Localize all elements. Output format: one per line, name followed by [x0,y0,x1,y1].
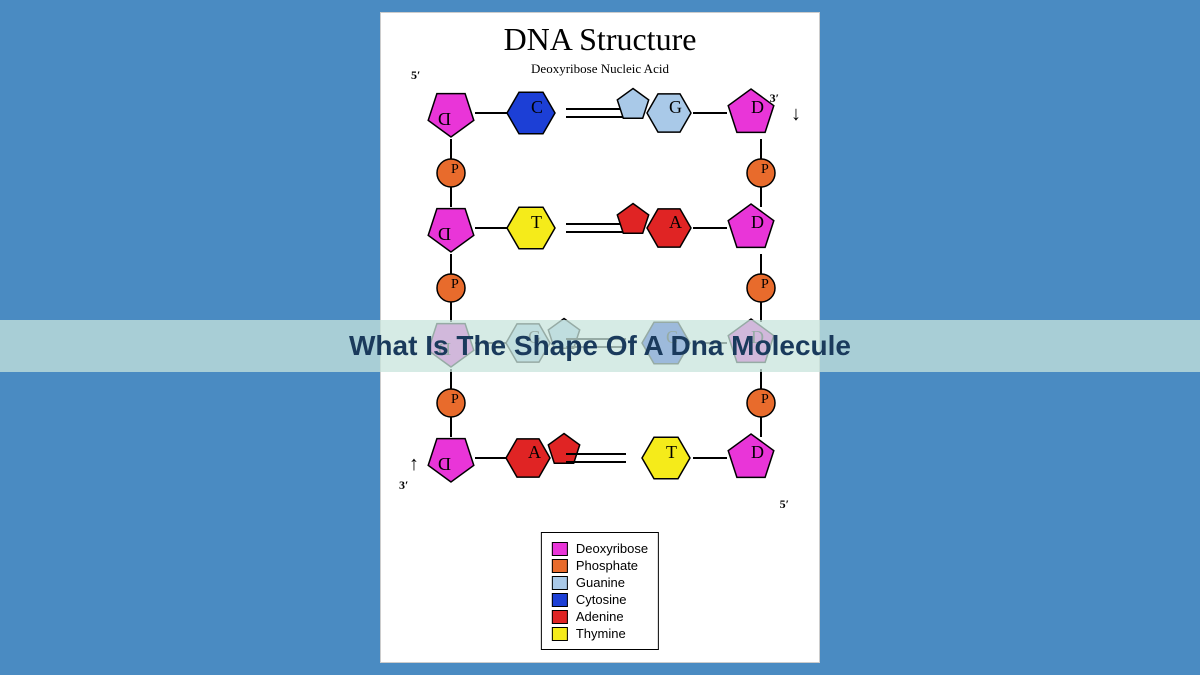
svg-text:P: P [451,277,459,292]
legend-label: Thymine [576,626,626,641]
svg-text:A: A [669,212,682,232]
svg-text:P: P [451,162,459,177]
legend-swatch-deoxyribose [552,542,568,556]
svg-text:T: T [666,442,677,462]
svg-text:D: D [751,97,764,117]
svg-text:D: D [438,224,451,244]
legend-swatch-phosphate [552,559,568,573]
svg-text:T: T [531,212,542,232]
svg-text:A: A [528,442,541,462]
legend-label: Guanine [576,575,625,590]
legend-row-cytosine: Cytosine [552,592,648,607]
legend-swatch-cytosine [552,593,568,607]
overlay-title-text: What Is The Shape Of A Dna Molecule [349,330,851,362]
legend-box: Deoxyribose Phosphate Guanine Cytosine A… [541,532,659,650]
svg-text:G: G [669,97,682,117]
legend-row-phosphate: Phosphate [552,558,648,573]
legend-label: Phosphate [576,558,638,573]
legend-row-guanine: Guanine [552,575,648,590]
legend-label: Cytosine [576,592,627,607]
overlay-band: What Is The Shape Of A Dna Molecule [0,320,1200,372]
legend-row-deoxyribose: Deoxyribose [552,541,648,556]
svg-text:D: D [438,109,451,129]
legend-label: Deoxyribose [576,541,648,556]
svg-text:C: C [531,97,543,117]
legend-row-adenine: Adenine [552,609,648,624]
svg-text:P: P [761,392,769,407]
svg-text:D: D [751,212,764,232]
svg-text:P: P [451,392,459,407]
legend-row-thymine: Thymine [552,626,648,641]
legend-label: Adenine [576,609,624,624]
svg-text:D: D [438,454,451,474]
legend-swatch-adenine [552,610,568,624]
svg-text:P: P [761,277,769,292]
svg-text:P: P [761,162,769,177]
legend-swatch-thymine [552,627,568,641]
svg-text:D: D [751,442,764,462]
legend-swatch-guanine [552,576,568,590]
